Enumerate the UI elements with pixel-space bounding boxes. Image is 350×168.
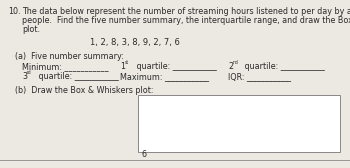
Text: quartile: ___________: quartile: ___________ bbox=[36, 72, 119, 81]
Bar bbox=[138, 95, 340, 152]
Text: quartile: ___________: quartile: ___________ bbox=[134, 62, 217, 71]
Text: (a)  Five number summary:: (a) Five number summary: bbox=[15, 52, 124, 61]
Text: Maximum: ___________: Maximum: ___________ bbox=[120, 72, 209, 81]
Text: 1, 2, 8, 3, 8, 9, 2, 7, 6: 1, 2, 8, 3, 8, 9, 2, 7, 6 bbox=[90, 38, 180, 47]
Text: (b)  Draw the Box & Whiskers plot:: (b) Draw the Box & Whiskers plot: bbox=[15, 86, 154, 95]
Text: The data below represent the number of streaming hours listened to per day by a : The data below represent the number of s… bbox=[22, 7, 350, 16]
Text: 3: 3 bbox=[22, 72, 27, 81]
Text: IQR: ___________: IQR: ___________ bbox=[228, 72, 291, 81]
Text: plot.: plot. bbox=[22, 25, 40, 34]
Text: st: st bbox=[125, 60, 129, 65]
Text: quartile: ___________: quartile: ___________ bbox=[242, 62, 325, 71]
Text: rd: rd bbox=[27, 70, 32, 75]
Text: 6: 6 bbox=[142, 150, 147, 159]
Text: Minimum: ___________: Minimum: ___________ bbox=[22, 62, 108, 71]
Text: people.  Find the five number summary, the interquartile range, and draw the Box: people. Find the five number summary, th… bbox=[22, 16, 350, 25]
Text: 1: 1 bbox=[120, 62, 125, 71]
Text: 10.: 10. bbox=[8, 7, 21, 16]
Text: 2: 2 bbox=[228, 62, 233, 71]
Text: nd: nd bbox=[233, 60, 239, 65]
